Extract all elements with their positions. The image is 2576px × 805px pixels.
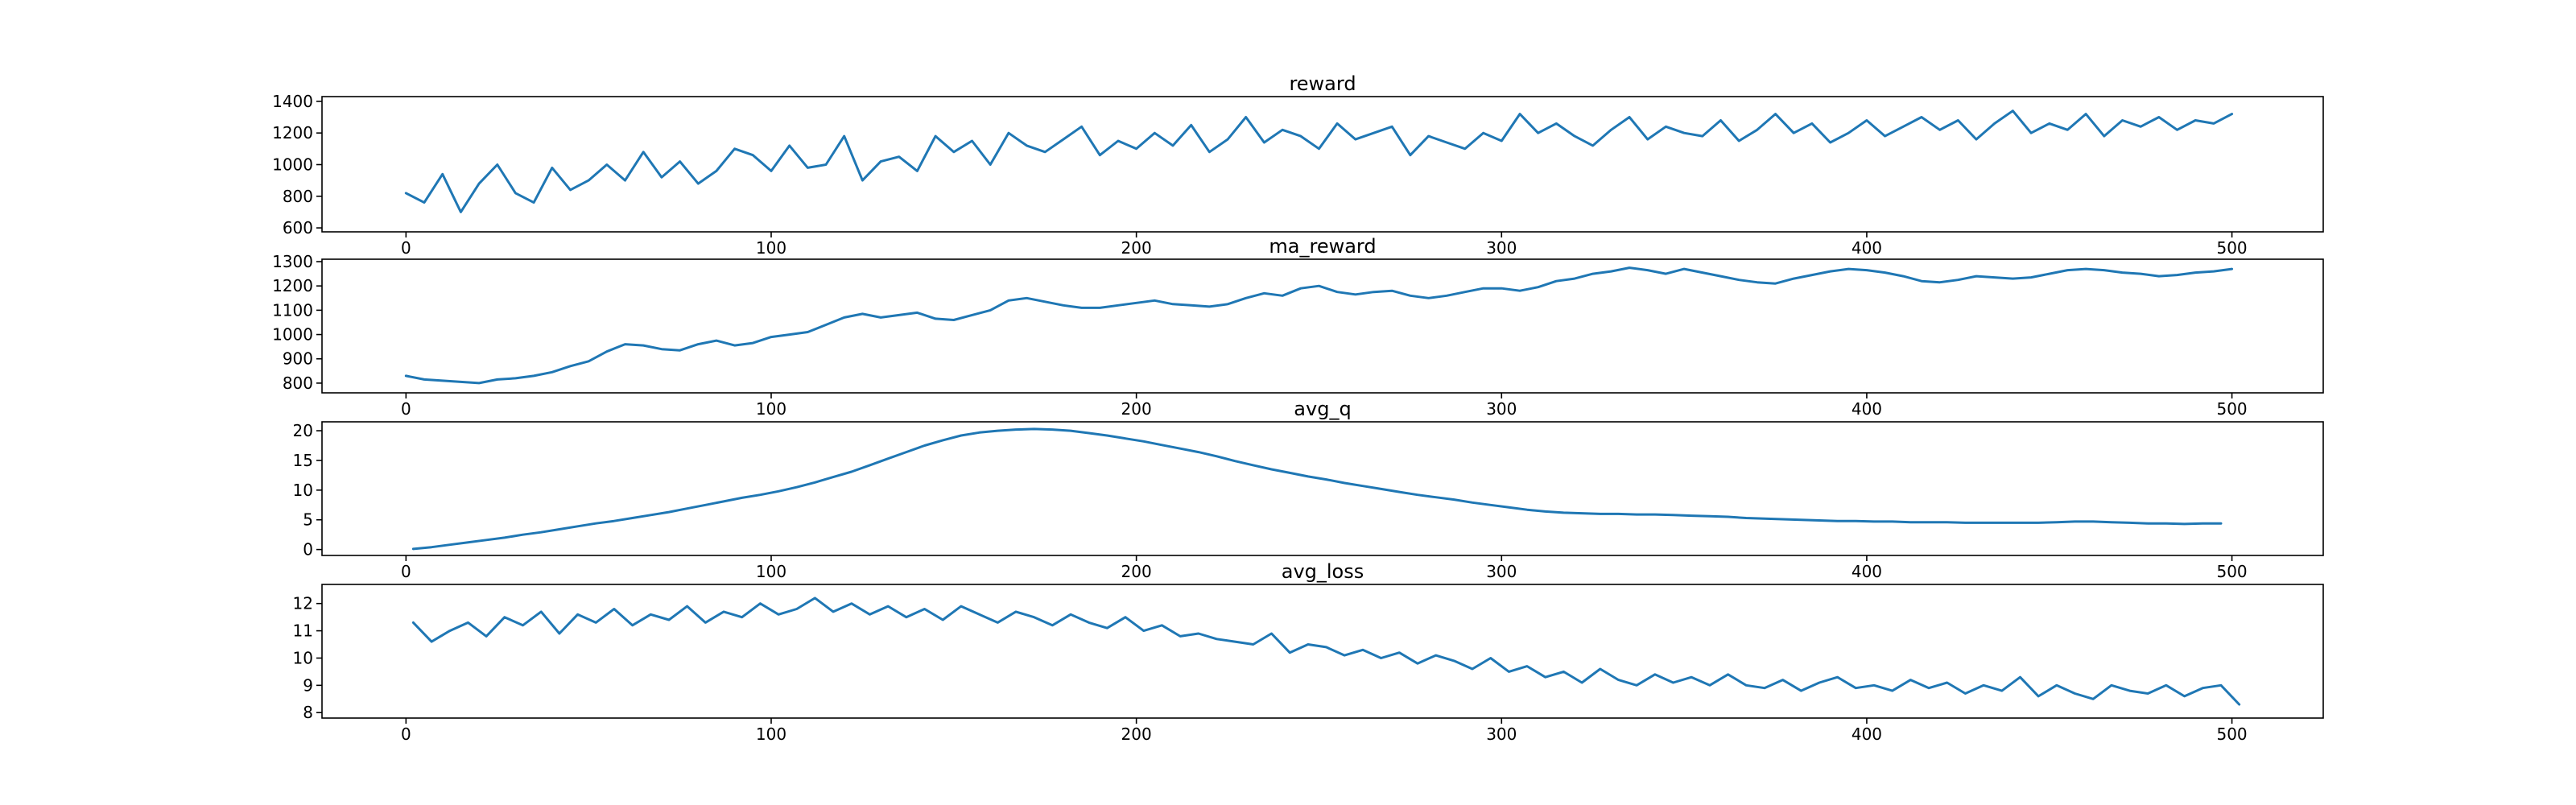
series-line-avg-q bbox=[411, 427, 2223, 551]
x-tick-label: 200 bbox=[1121, 562, 1152, 581]
y-tick-label: 15 bbox=[293, 451, 313, 470]
y-tick-label: 8 bbox=[303, 703, 313, 722]
series-avg-loss bbox=[411, 597, 2241, 706]
y-tick-label: 10 bbox=[293, 648, 313, 667]
x-tick-label: 200 bbox=[1121, 399, 1152, 419]
series-reward bbox=[404, 109, 2234, 213]
series-avg-q bbox=[411, 427, 2223, 551]
y-tick-label: 1100 bbox=[272, 300, 313, 320]
x-axis-ticks-avg-q: 0 100 200 300 400 500 bbox=[401, 555, 2248, 581]
x-tick-label: 500 bbox=[2216, 399, 2247, 419]
x-axis-ticks-ma-reward: 0 100 200 300 400 500 bbox=[401, 393, 2248, 419]
chart-title-ma-reward: ma_reward bbox=[1269, 235, 1376, 258]
axes-frame-avg-loss bbox=[321, 584, 2324, 719]
x-tick-label: 400 bbox=[1852, 562, 1882, 581]
y-tick-label: 10 bbox=[293, 481, 313, 500]
x-tick-label: 100 bbox=[756, 399, 786, 419]
x-tick-label: 200 bbox=[1121, 724, 1152, 744]
chart-title-avg-loss: avg_loss bbox=[1282, 560, 1364, 583]
x-tick-label: 0 bbox=[401, 238, 411, 258]
series-ma-reward bbox=[404, 266, 2234, 385]
x-tick-label: 400 bbox=[1852, 399, 1882, 419]
x-tick-label: 0 bbox=[401, 562, 411, 581]
y-tick-label: 9 bbox=[303, 675, 313, 695]
y-axis-ticks-avg-q: 0 5 10 15 20 bbox=[293, 421, 322, 559]
x-axis-ticks-avg-loss: 0 100 200 300 400 500 bbox=[401, 718, 2248, 744]
subplot-reward: reward 0 100 200 300 400 500 600 800 1000 1200 14… bbox=[272, 72, 2324, 258]
series-line-ma-reward bbox=[404, 266, 2234, 385]
series-line-avg-loss bbox=[411, 597, 2241, 706]
y-tick-label: 900 bbox=[283, 349, 313, 369]
y-tick-label: 600 bbox=[283, 218, 313, 237]
x-tick-label: 300 bbox=[1486, 562, 1517, 581]
x-axis-ticks-reward: 0 100 200 300 400 500 bbox=[401, 232, 2248, 258]
y-axis-ticks-ma-reward: 800 900 1000 1100 1200 1300 bbox=[272, 252, 322, 393]
x-tick-label: 300 bbox=[1486, 399, 1517, 419]
x-tick-label: 500 bbox=[2216, 724, 2247, 744]
x-tick-label: 100 bbox=[756, 724, 786, 744]
x-tick-label: 0 bbox=[401, 724, 411, 744]
y-tick-label: 11 bbox=[293, 621, 313, 641]
subplot-avg-loss: avg_loss 0 100 200 300 400 500 8 9 10 11 12 bbox=[293, 560, 2324, 744]
y-axis-ticks-avg-loss: 8 9 10 11 12 bbox=[293, 594, 322, 722]
series-line-reward bbox=[404, 109, 2234, 213]
y-tick-label: 1200 bbox=[272, 123, 313, 142]
y-tick-label: 1400 bbox=[272, 92, 313, 111]
axes-frame-avg-q bbox=[321, 421, 2324, 556]
x-tick-label: 200 bbox=[1121, 238, 1152, 258]
x-tick-label: 500 bbox=[2216, 562, 2247, 581]
chart-title-reward: reward bbox=[1289, 72, 1356, 95]
subplot-ma-reward: ma_reward 0 100 200 300 400 500 8009001000110… bbox=[272, 235, 2324, 419]
y-tick-label: 12 bbox=[293, 594, 313, 613]
y-axis-ticks-reward: 600 800 1000 1200 1400 bbox=[272, 92, 322, 237]
y-tick-label: 1300 bbox=[272, 252, 313, 271]
y-tick-label: 0 bbox=[303, 540, 313, 559]
y-tick-label: 1200 bbox=[272, 276, 313, 295]
x-tick-label: 100 bbox=[756, 238, 786, 258]
y-tick-label: 800 bbox=[283, 374, 313, 393]
x-tick-label: 300 bbox=[1486, 238, 1517, 258]
y-tick-label: 1000 bbox=[272, 325, 313, 345]
axes-frame-reward bbox=[321, 96, 2324, 233]
y-tick-label: 5 bbox=[303, 510, 313, 530]
x-tick-label: 0 bbox=[401, 399, 411, 419]
axes-frame-ma-reward bbox=[321, 258, 2324, 394]
x-tick-label: 100 bbox=[756, 562, 786, 581]
chart-title-avg-q: avg_q bbox=[1294, 398, 1351, 420]
subplot-avg-q: avg_q 0 100 200 300 400 500 0 5 10 15 20 bbox=[293, 398, 2324, 581]
y-tick-label: 800 bbox=[283, 187, 313, 206]
x-tick-label: 300 bbox=[1486, 724, 1517, 744]
x-tick-label: 400 bbox=[1852, 724, 1882, 744]
y-tick-label: 20 bbox=[293, 421, 313, 440]
x-tick-label: 500 bbox=[2216, 238, 2247, 258]
y-tick-label: 1000 bbox=[272, 155, 313, 174]
x-tick-label: 400 bbox=[1852, 238, 1882, 258]
